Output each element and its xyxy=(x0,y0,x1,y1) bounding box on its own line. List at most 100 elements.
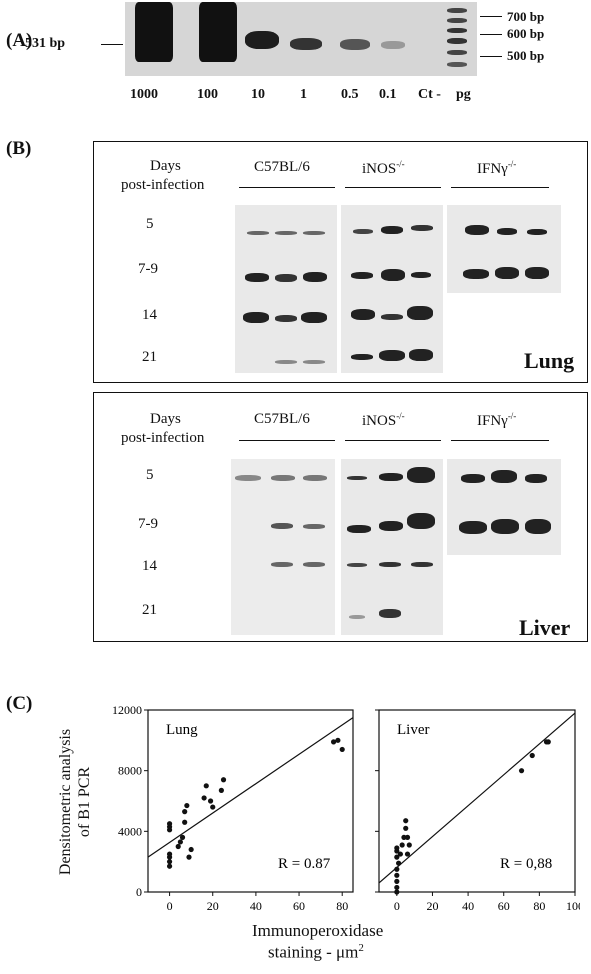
chart-title: Lung xyxy=(166,722,198,738)
x-tick-label: 0 xyxy=(167,899,173,913)
correlation-annotation: R = 0,88 xyxy=(500,856,552,872)
data-point xyxy=(394,889,400,895)
x-tick-label: 100 xyxy=(566,899,580,913)
gel-lung-c57 xyxy=(235,205,337,373)
days-header: Days xyxy=(150,158,181,174)
data-point xyxy=(330,739,337,745)
x-tick-label: 40 xyxy=(462,899,474,913)
strain-ifng: IFNγ-/- xyxy=(477,411,517,429)
x-tick-label: 80 xyxy=(336,899,348,913)
days-header: Days xyxy=(150,411,181,427)
data-point xyxy=(184,802,190,809)
data-point xyxy=(179,834,186,840)
data-point xyxy=(529,752,535,759)
gel-lung-ifng xyxy=(447,205,561,293)
gel-liver-c57 xyxy=(231,459,335,635)
chart-title: Liver xyxy=(397,722,429,738)
data-point xyxy=(166,851,173,857)
data-point xyxy=(396,860,402,866)
ladder-label-500: 500 bp xyxy=(507,48,545,63)
panel-b-label: (B) xyxy=(6,138,32,159)
data-point xyxy=(188,846,194,853)
lane-label: 1 xyxy=(300,87,307,102)
data-point xyxy=(404,851,411,857)
scatter-charts: 12000 8000 4000 0 0 20 40 60 80 Lung R = 0.87 0 20 4… xyxy=(112,703,580,913)
plot-frame xyxy=(378,709,576,893)
day-label: 14 xyxy=(142,307,157,323)
data-point xyxy=(182,809,188,815)
x-axis-label-2: staining - μm2 xyxy=(268,942,364,962)
strain-c57: C57BL/6 xyxy=(254,411,310,427)
y-axis-label: Densitometric analysis of B1 PCR xyxy=(57,728,93,876)
data-point xyxy=(207,798,214,804)
data-point xyxy=(166,859,173,865)
ladder-label-600: 600 bp xyxy=(507,26,545,41)
day-label: 21 xyxy=(142,349,157,365)
y-tick-label: 4000 xyxy=(118,824,142,838)
x-tick-label: 20 xyxy=(207,899,219,913)
day-label: 14 xyxy=(142,558,157,574)
data-point xyxy=(397,851,403,857)
day-label: 7-9 xyxy=(138,516,158,532)
y-tick-label: 0 xyxy=(136,885,142,899)
gel-lung-inos xyxy=(341,205,443,373)
plot-frame xyxy=(147,709,354,893)
x-tick-label: 80 xyxy=(533,899,545,913)
data-point xyxy=(220,777,227,783)
y-tick-label: 12000 xyxy=(112,703,142,717)
band-pointer xyxy=(101,44,123,46)
data-point xyxy=(518,768,525,774)
x-tick-label: 40 xyxy=(250,899,262,913)
lane-label: 100 xyxy=(197,87,218,102)
data-point xyxy=(210,804,216,810)
chart-liver: 0 20 40 60 80 100 Liver R = 0,88 xyxy=(375,709,580,913)
data-point xyxy=(394,845,400,851)
panel-c-label: (C) xyxy=(6,693,33,714)
x-tick-label: 0 xyxy=(394,899,400,913)
lane-label: Ct - xyxy=(418,87,441,102)
lane-label: 0.1 xyxy=(379,87,397,102)
data-point xyxy=(406,842,412,848)
data-point xyxy=(175,843,181,850)
y-tick-label: 8000 xyxy=(118,764,142,778)
ladder-pointer-700 xyxy=(480,16,502,18)
strain-ifng: IFNγ-/- xyxy=(477,159,517,177)
lane-label: 0.5 xyxy=(341,87,359,102)
gel-liver-ifng xyxy=(447,459,561,555)
day-label: 7-9 xyxy=(138,261,158,277)
ladder-label-700: 700 bp xyxy=(507,9,545,24)
data-point xyxy=(394,884,400,891)
panel-a-label: (A) xyxy=(6,30,33,51)
strain-c57: C57BL/6 xyxy=(254,159,310,175)
ladder-pointer-500 xyxy=(480,56,502,58)
days-header-2: post-infection xyxy=(121,177,205,193)
regression-line xyxy=(378,712,576,884)
day-label: 5 xyxy=(146,467,154,483)
strain-inos: iNOS-/- xyxy=(362,159,405,177)
liver-box: Days post-infection C57BL/6 iNOS-/- IFNγ… xyxy=(93,392,588,642)
lane-label: 10 xyxy=(251,87,265,102)
data-point xyxy=(339,746,345,753)
data-point xyxy=(403,825,409,831)
data-point xyxy=(201,795,207,801)
x-tick-label: 20 xyxy=(426,899,438,913)
data-point xyxy=(403,818,409,824)
gel-liver-inos xyxy=(341,459,443,635)
ladder-pointer-600 xyxy=(480,34,502,36)
data-point xyxy=(186,854,192,860)
day-label: 5 xyxy=(146,216,154,232)
day-label: 21 xyxy=(142,602,157,618)
x-tick-label: 60 xyxy=(293,899,305,913)
days-header-2: post-infection xyxy=(121,430,205,446)
x-axis-label-1: Immunoperoxidase xyxy=(252,921,384,940)
lane-label: 1000 xyxy=(130,87,158,102)
data-point xyxy=(166,821,173,827)
gel-panel-a xyxy=(125,2,477,76)
chart-lung: 12000 8000 4000 0 0 20 40 60 80 Lung R = 0.87 xyxy=(112,703,354,913)
data-point xyxy=(218,787,224,793)
lung-title: Lung xyxy=(524,348,575,373)
liver-title: Liver xyxy=(519,615,571,640)
data-point xyxy=(399,842,405,848)
data-point xyxy=(394,872,400,878)
strain-inos: iNOS-/- xyxy=(362,411,405,429)
